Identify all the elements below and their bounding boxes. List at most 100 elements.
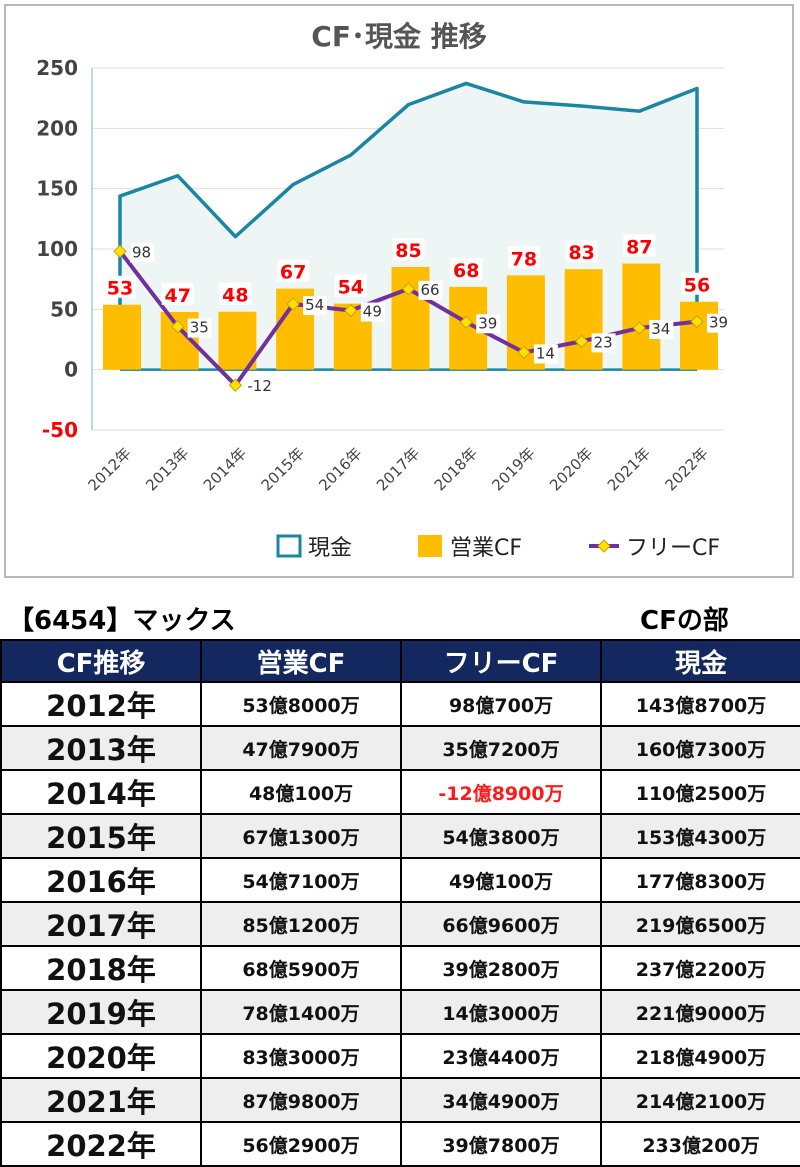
x-tick-label: 2017年 (373, 444, 423, 494)
column-header: フリーCF (400, 639, 602, 683)
operating-cf-bar (218, 311, 257, 370)
bar-label-bg (277, 259, 310, 282)
operating-cf-cell: 54億7100万 (200, 857, 402, 903)
operating-cf-cell: 56億2900万 (200, 1121, 402, 1167)
table-row: 2020年 83億3000万 23億4400万 218億4900万 (0, 1033, 800, 1079)
x-tick-label: 2020年 (546, 444, 596, 494)
operating-cf-bar (564, 269, 603, 370)
y-tick-label: 200 (36, 116, 78, 140)
operating-cf-bar (622, 263, 661, 370)
free-cf-cell: 54億3800万 (400, 813, 602, 859)
y-tick-label: 100 (36, 237, 78, 261)
cf-cash-chart: CF･現金 推移 250 200 150 100 50 0 -50 53 47 48 67 54 85 68… (36, 20, 731, 561)
bar-label-bg (507, 246, 540, 269)
year-cell: 2014年 (0, 769, 202, 815)
chart-frame: CF･現金 推移 250 200 150 100 50 0 -50 53 47 48 67 54 85 68… (4, 4, 794, 578)
cash-cell: 153億4300万 (600, 813, 800, 859)
bar-label-bg (219, 282, 252, 305)
free-cf-cell: 49億100万 (400, 857, 602, 903)
free-cf-data-label: 54 (305, 296, 324, 314)
cash-cell: 219億6500万 (600, 901, 800, 947)
cash-area-fill (120, 83, 697, 370)
free-cf-marker (228, 378, 243, 392)
legend-operating-swatch (418, 535, 442, 557)
cash-cell: 218億4900万 (600, 1033, 800, 1079)
free-label-bg (303, 296, 328, 316)
year-cell: 2019年 (0, 989, 202, 1035)
operating-cf-data-label: 78 (511, 248, 537, 270)
cash-cell: 110億2500万 (600, 769, 800, 815)
column-header: 現金 (600, 639, 800, 683)
free-label-bg (476, 314, 501, 334)
free-label-bg (360, 302, 385, 322)
operating-cf-cell: 68億5900万 (200, 945, 402, 991)
operating-cf-data-label: 53 (107, 278, 133, 300)
cash-cell: 233億200万 (600, 1121, 800, 1167)
legend-cash-label: 現金 (308, 536, 352, 561)
table-row: 2016年 54億7100万 49億100万 177億8300万 (0, 857, 800, 903)
free-cf-cell: 39億7800万 (400, 1121, 602, 1167)
column-header: 営業CF (200, 639, 402, 683)
free-cf-marker (517, 345, 531, 360)
free-cf-cell: 66億9600万 (400, 901, 602, 947)
free-cf-data-label: 39 (709, 314, 728, 332)
free-cf-data-label: 49 (363, 303, 382, 321)
legend-free-label: フリーCF (626, 536, 720, 561)
free-cf-cell: -12億8900万 (400, 769, 602, 815)
x-tick-label: 2014年 (200, 444, 250, 494)
table-row: 2014年 48億100万 -12億8900万 110億2500万 (0, 769, 800, 815)
operating-cf-data-label: 85 (395, 240, 421, 262)
operating-cf-bar (103, 304, 141, 370)
year-cell: 2017年 (0, 901, 202, 947)
operating-cf-cell: 78億1400万 (200, 989, 402, 1035)
year-cell: 2021年 (0, 1077, 202, 1123)
bar-label-bg (392, 237, 425, 260)
bar-label-bg (104, 275, 136, 298)
year-cell: 2022年 (0, 1121, 202, 1167)
free-cf-cell: 39億2800万 (400, 945, 602, 991)
table-row: 2017年 85億1200万 66億9600万 219億6500万 (0, 901, 800, 947)
table-header-row: CF推移 営業CF フリーCF 現金 (0, 639, 800, 683)
free-cf-data-label: 23 (594, 333, 613, 351)
free-label-bg (245, 377, 279, 397)
free-cf-marker (113, 244, 127, 259)
free-cf-data-label: 35 (190, 319, 209, 337)
free-label-bg (130, 243, 154, 263)
cash-cell: 221億9000万 (600, 989, 800, 1035)
table-row: 2019年 78億1400万 14億3000万 221億9000万 (0, 989, 800, 1035)
bar-label-bg (450, 257, 483, 280)
operating-cf-data-label: 56 (684, 275, 710, 297)
bar-label-bg (623, 234, 656, 257)
bar-label-bg (334, 274, 367, 297)
free-cf-marker (286, 297, 300, 311)
y-tick-label: 0 (64, 358, 78, 382)
x-tick-label: 2012年 (84, 444, 134, 494)
operating-cf-cell: 48億100万 (200, 769, 402, 815)
free-cf-marker (344, 303, 358, 318)
free-cf-data-label: 39 (478, 314, 497, 332)
cash-line (118, 81, 699, 370)
x-tick-label: 2013年 (142, 444, 192, 494)
legend-cash-swatch (276, 534, 302, 558)
legend-free-marker (597, 539, 611, 553)
operating-cf-bar (680, 301, 718, 370)
x-tick-label: 2021年 (604, 444, 654, 494)
cash-cell: 160億7300万 (600, 725, 800, 771)
free-cf-marker (690, 314, 704, 329)
y-tick-label: 150 (36, 177, 78, 201)
free-label-bg (591, 333, 616, 353)
bar-label-bg (681, 272, 713, 295)
table-row: 2013年 47億7900万 35億7200万 160億7300万 (0, 725, 800, 771)
x-tick-label: 2019年 (488, 444, 538, 494)
operating-cf-data-label: 87 (626, 237, 652, 259)
y-tick-label: 250 (36, 56, 78, 80)
operating-cf-data-label: 67 (280, 262, 306, 284)
free-cf-marker (401, 282, 416, 296)
operating-cf-cell: 83億3000万 (200, 1033, 402, 1079)
free-cf-cell: 14億3000万 (400, 989, 602, 1035)
year-cell: 2012年 (0, 681, 202, 727)
legend-operating-label: 営業CF (450, 536, 522, 561)
cf-table: CF推移 営業CF フリーCF 現金 2012年 53億8000万 98億700万 1… (0, 639, 800, 1167)
free-cf-data-label: 34 (651, 320, 670, 338)
year-cell: 2016年 (0, 857, 202, 903)
